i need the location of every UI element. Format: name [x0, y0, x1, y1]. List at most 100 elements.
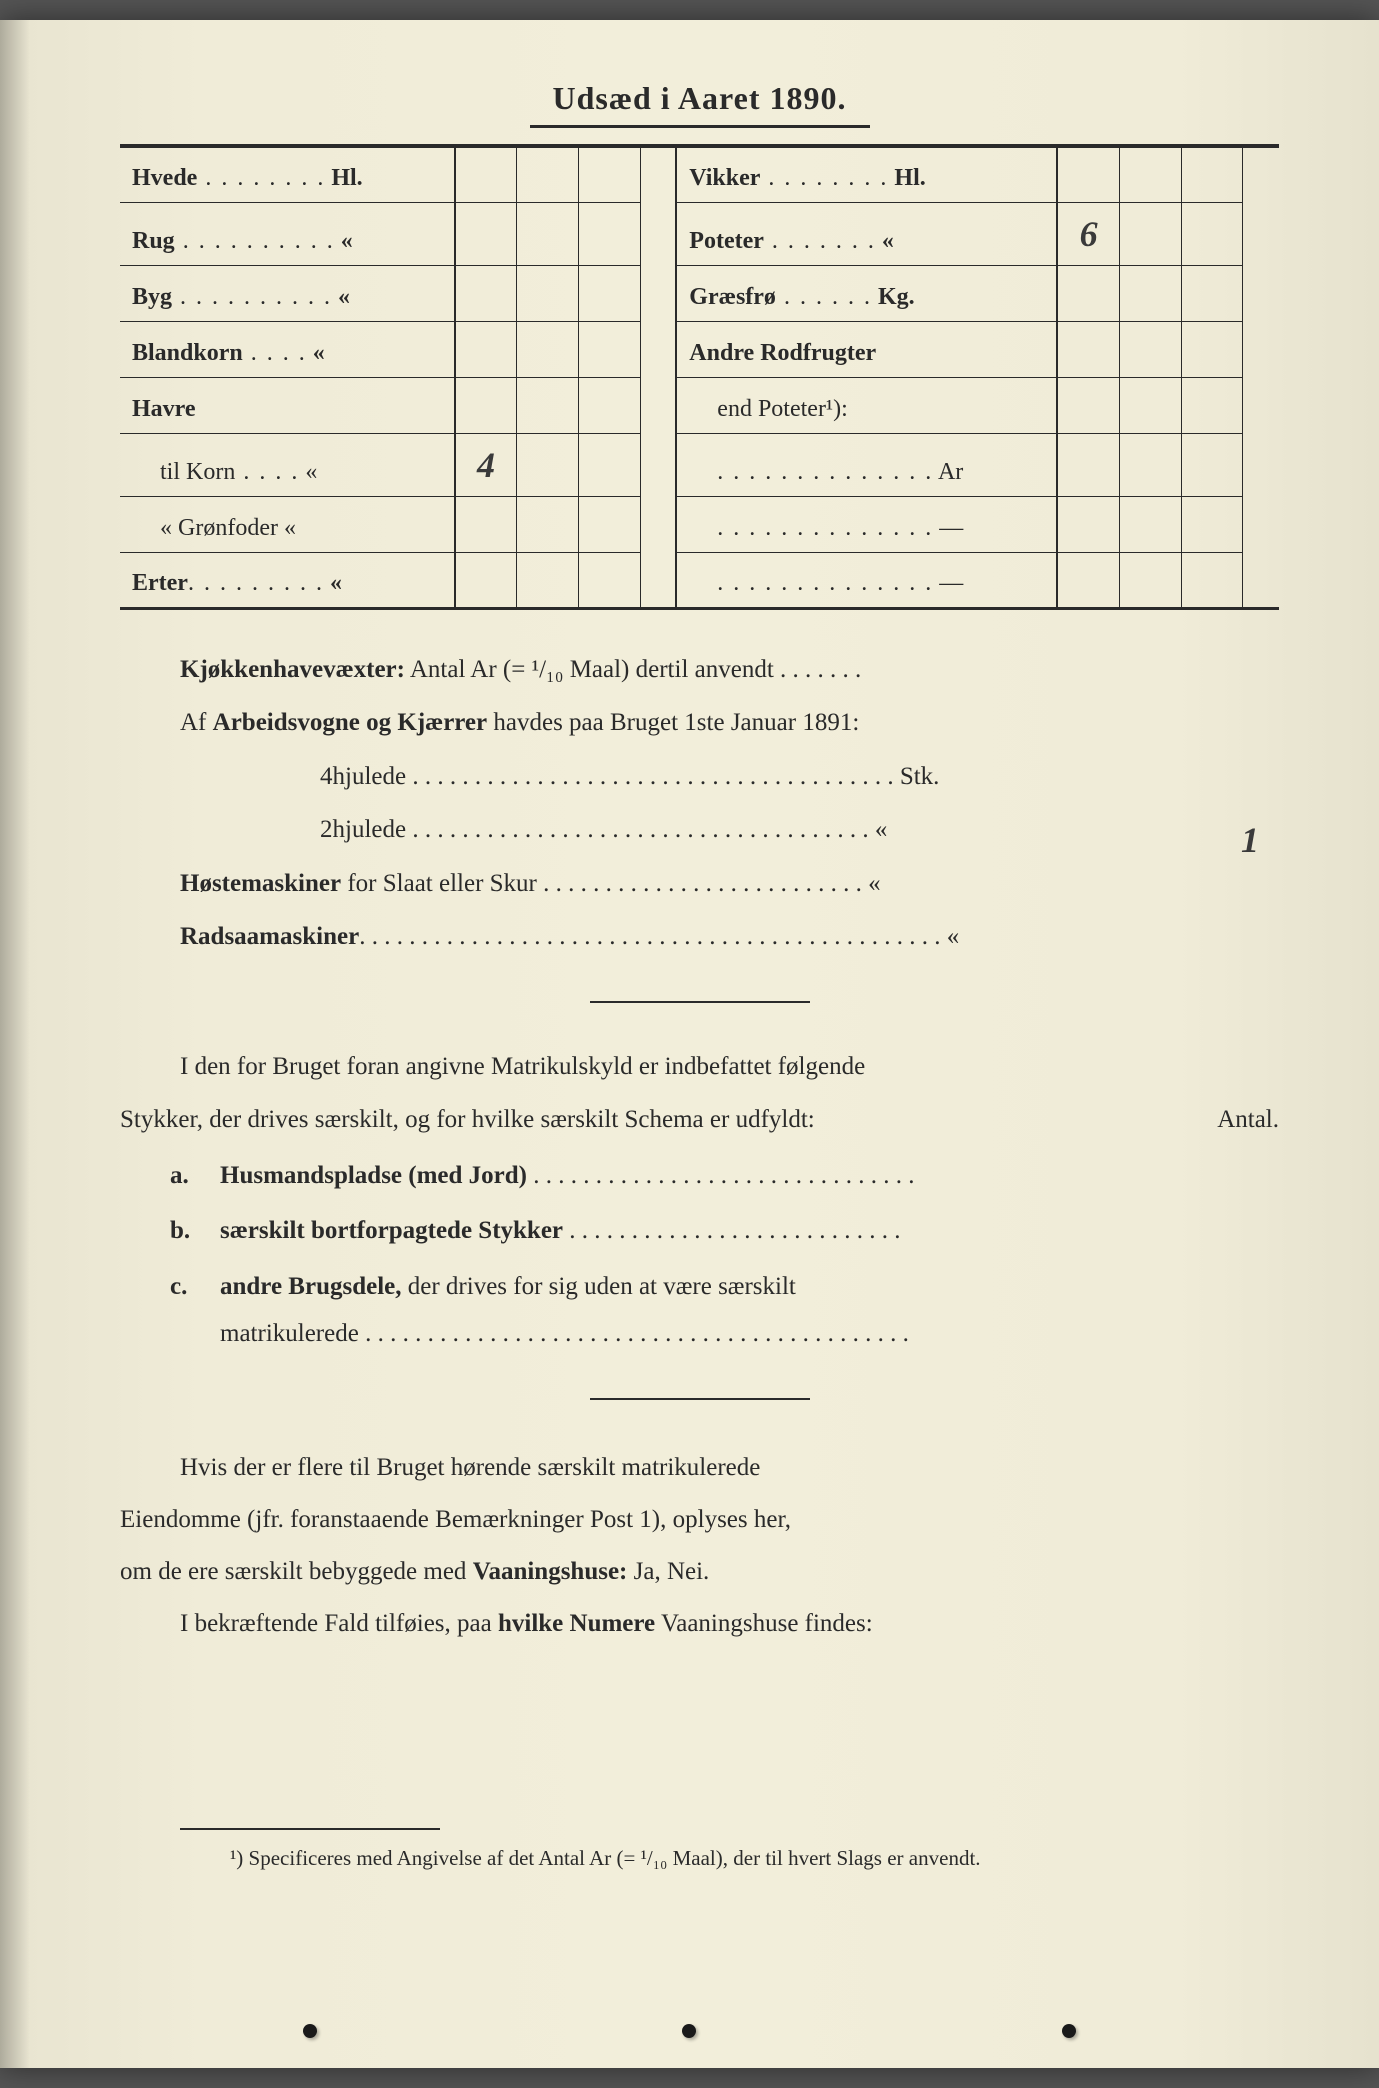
gap-cell: [1243, 202, 1279, 265]
text: for Slaat eller Skur . . . . . . . . . .…: [341, 870, 881, 897]
item-content: særskilt bortforpagtede Stykker . . . . …: [220, 1207, 901, 1255]
value-cell: [517, 433, 579, 496]
title-underline: [530, 125, 870, 128]
value-cell: [455, 146, 517, 202]
gap-cell: [1243, 146, 1279, 202]
binding-dots: [0, 2024, 1379, 2038]
para-line: Eiendomme (jfr. foranstaaende Bemærkning…: [120, 1497, 1279, 1543]
document-page: Udsæd i Aaret 1890. Hvede . . . . . . . …: [0, 20, 1379, 2068]
value-cell: [578, 433, 640, 496]
value-cell: [1119, 433, 1181, 496]
dot-icon: [303, 2024, 317, 2038]
list-item-c: c. andre Brugsdele, der drives for sig u…: [170, 1263, 1279, 1358]
value-cell: [1057, 552, 1119, 608]
body-section: Kjøkkenhavevæxter: Antal Ar (= ¹/₁₀ Maal…: [120, 646, 1279, 1876]
text: matrikulerede . . . . . . . . . . . . . …: [220, 1320, 909, 1347]
dot-icon: [1062, 2024, 1076, 2038]
text: om de ere særskilt bebyggede med: [120, 1558, 473, 1585]
divider: [590, 1398, 810, 1400]
value-cell: [455, 265, 517, 321]
table-row: Byg . . . . . . . . . . «Græsfrø . . . .…: [120, 265, 1279, 321]
row-label-right: . . . . . . . . . . . . . . —: [676, 552, 1057, 608]
marker: a.: [170, 1152, 220, 1200]
gap-cell: [640, 377, 676, 433]
label: andre Brugsdele,: [220, 1273, 402, 1300]
table-row: til Korn . . . . «4 . . . . . . . . . . .…: [120, 433, 1279, 496]
gap-cell: [640, 146, 676, 202]
table-row: Hvede . . . . . . . . Hl.Vikker . . . . …: [120, 146, 1279, 202]
dots: . . . . . . . . . . . . . . . . . . . . …: [563, 1217, 901, 1244]
value-cell: [1119, 552, 1181, 608]
row-label-right: Græsfrø . . . . . . Kg.: [676, 265, 1057, 321]
para-line: Hvis der er flere til Bruget hørende sær…: [120, 1445, 1279, 1491]
gap-cell: [640, 321, 676, 377]
value-cell: [578, 146, 640, 202]
list-item-a: a. Husmandspladse (med Jord) . . . . . .…: [170, 1152, 1279, 1200]
para-line: om de ere særskilt bebyggede med Vaaning…: [120, 1549, 1279, 1595]
two-wheel-line: 2hjulede . . . . . . . . . . . . . . . .…: [120, 806, 1279, 854]
gap-cell: [640, 202, 676, 265]
work-wagons-line: Af Arbeidsvogne og Kjærrer havdes paa Br…: [120, 699, 1279, 747]
list-item-b: b. særskilt bortforpagtede Stykker . . .…: [170, 1207, 1279, 1255]
text: Antal Ar (= ¹/₁₀ Maal) dertil anvendt . …: [405, 656, 861, 683]
row-label-left: Rug . . . . . . . . . . «: [120, 202, 455, 265]
text: Af: [180, 709, 213, 736]
value-cell: [517, 496, 579, 552]
gap-cell: [1243, 321, 1279, 377]
page-title: Udsæd i Aaret 1890.: [120, 80, 1279, 117]
label: hvilke Numere: [498, 1610, 655, 1637]
gap-cell: [1243, 433, 1279, 496]
text: havdes paa Bruget 1ste Januar 1891:: [487, 709, 859, 736]
row-label-left: Blandkorn . . . . «: [120, 321, 455, 377]
value-cell: [517, 265, 579, 321]
text: Vaaningshuse findes:: [655, 1610, 873, 1637]
value-cell: [1119, 496, 1181, 552]
footnote: ¹) Specificeres med Angivelse af det Ant…: [180, 1842, 1279, 1876]
value-cell: [517, 321, 579, 377]
row-label-left: « Grønfoder «: [120, 496, 455, 552]
value-cell: [1181, 321, 1243, 377]
properties-paragraph: Hvis der er flere til Bruget hørende sær…: [120, 1445, 1279, 1648]
gap-cell: [1243, 496, 1279, 552]
value-cell: [455, 552, 517, 608]
text: der drives for sig uden at være særskilt: [402, 1273, 796, 1300]
value-cell: 4: [455, 433, 517, 496]
para-line: I bekræftende Fald tilføies, paa hvilke …: [120, 1601, 1279, 1647]
row-label-right: . . . . . . . . . . . . . . Ar: [676, 433, 1057, 496]
table-row: Blandkorn . . . . «Andre Rodfrugter: [120, 321, 1279, 377]
value-cell: [1057, 433, 1119, 496]
value-cell: [1181, 146, 1243, 202]
value-cell: [578, 321, 640, 377]
value-cell: [1057, 146, 1119, 202]
seeding-table: Hvede . . . . . . . . Hl.Vikker . . . . …: [120, 144, 1279, 610]
value-cell: [578, 496, 640, 552]
label: Husmandspladse (med Jord): [220, 1162, 527, 1189]
value-cell: [1181, 202, 1243, 265]
handwritten-value: 1: [1241, 806, 1259, 874]
marker: c.: [170, 1263, 220, 1358]
value-cell: [1181, 265, 1243, 321]
value-cell: [517, 202, 579, 265]
value-cell: [517, 377, 579, 433]
value-cell: [578, 265, 640, 321]
row-label-right: end Poteter¹):: [676, 377, 1057, 433]
gap-cell: [640, 265, 676, 321]
antal-label: Antal.: [1217, 1096, 1279, 1144]
row-label-left: Hvede . . . . . . . . Hl.: [120, 146, 455, 202]
row-label-left: til Korn . . . . «: [120, 433, 455, 496]
value-cell: [1057, 321, 1119, 377]
para-line-2: Stykker, der drives særskilt, og for hvi…: [120, 1096, 1279, 1144]
value-cell: [1119, 202, 1181, 265]
value-cell: [455, 496, 517, 552]
label: Arbeidsvogne og Kjærrer: [213, 709, 488, 736]
value-cell: [578, 552, 640, 608]
item-content: Husmandspladse (med Jord) . . . . . . . …: [220, 1152, 915, 1200]
marker: b.: [170, 1207, 220, 1255]
value-cell: [578, 202, 640, 265]
gap-cell: [640, 433, 676, 496]
table-row: « Grønfoder «. . . . . . . . . . . . . .…: [120, 496, 1279, 552]
value-cell: [578, 377, 640, 433]
value-cell: [1119, 265, 1181, 321]
value-cell: [455, 377, 517, 433]
gap-cell: [1243, 265, 1279, 321]
